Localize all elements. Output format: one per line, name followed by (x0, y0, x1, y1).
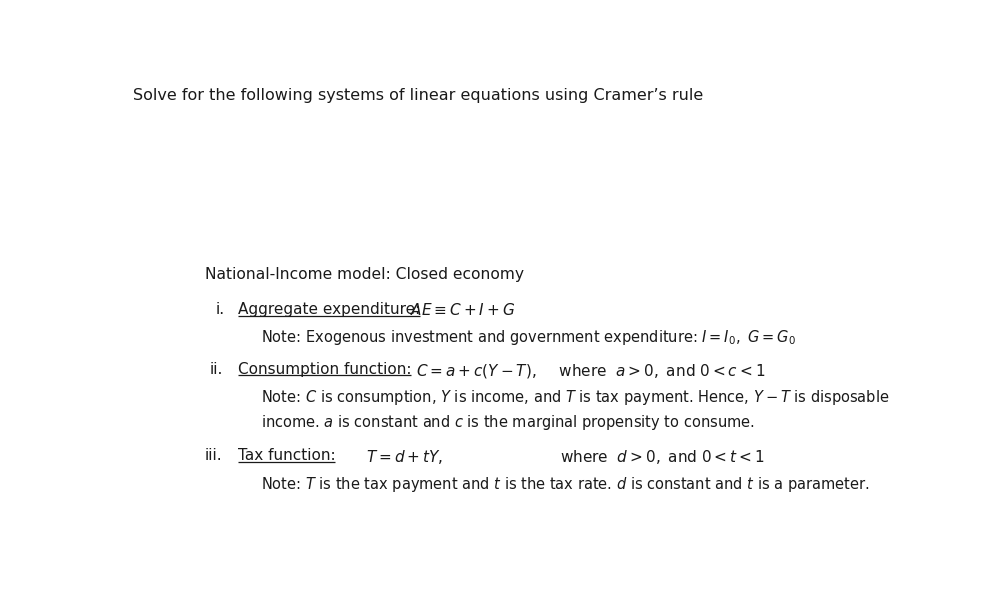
Text: ii.: ii. (210, 362, 223, 377)
Text: iii.: iii. (204, 448, 222, 463)
Text: Note: $T$ is the tax payment and $t$ is the tax rate. $d$ is constant and $t$ is: Note: $T$ is the tax payment and $t$ is … (261, 475, 869, 494)
Text: $C = a + c(Y - T),\quad$ where $\ a > 0,$ and $0 < c < 1$: $C = a + c(Y - T),\quad$ where $\ a > 0,… (416, 362, 765, 380)
Text: National-Income model: Closed economy: National-Income model: Closed economy (204, 267, 523, 282)
Text: Note: $C$ is consumption, $Y$ is income, and $T$ is tax payment. Hence, $Y - T$ : Note: $C$ is consumption, $Y$ is income,… (261, 388, 889, 407)
Text: Consumption function:: Consumption function: (238, 362, 411, 377)
Text: Solve for the following systems of linear equations using Cramer’s rule: Solve for the following systems of linea… (133, 88, 704, 103)
Text: i.: i. (216, 302, 225, 317)
Text: Aggregate expenditure:: Aggregate expenditure: (238, 302, 420, 317)
Text: $T = d + tY,$: $T = d + tY,$ (366, 448, 443, 466)
Text: $AE \equiv C + I + G$: $AE \equiv C + I + G$ (409, 302, 515, 318)
Text: Note: Exogenous investment and government expenditure: $I = I_0,\ G = G_0$: Note: Exogenous investment and governmen… (261, 328, 796, 347)
Text: where $\ d > 0,$ and $0 < t < 1$: where $\ d > 0,$ and $0 < t < 1$ (560, 448, 765, 466)
Text: Tax function:: Tax function: (238, 448, 335, 463)
Text: income. $a$ is constant and $c$ is the marginal propensity to consume.: income. $a$ is constant and $c$ is the m… (261, 413, 754, 432)
